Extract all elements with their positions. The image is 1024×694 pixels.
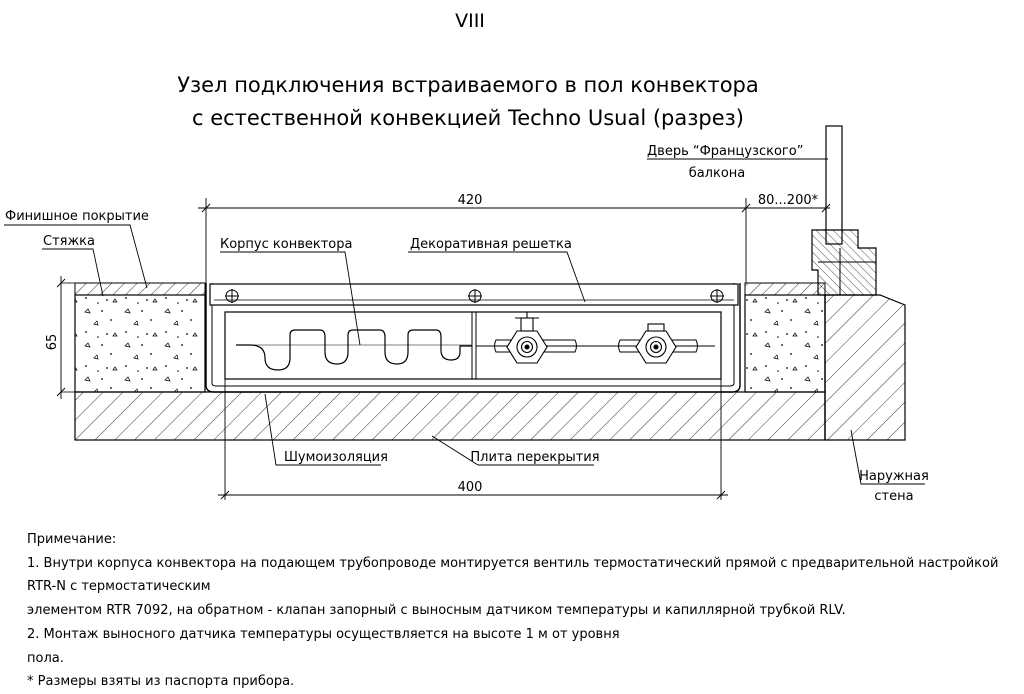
- leader-noise-insulation: [264, 393, 381, 466]
- drawing-title-line2: с естественной конвекцией Techno Usual (…: [192, 106, 744, 130]
- label-screed: Стяжка: [43, 234, 95, 249]
- leader-convector-body: [220, 251, 361, 346]
- label-outer-wall-line2: стена: [874, 489, 913, 504]
- note-1-part-2: элементом RTR 7092, на обратном - клапан…: [27, 603, 846, 619]
- label-door-line1: Дверь “Французского”: [647, 144, 803, 159]
- dimension-height-value: 65: [45, 334, 60, 351]
- outer-wall: [824, 294, 906, 441]
- dimension-bottom: [218, 379, 728, 500]
- convector-housing: [205, 283, 741, 393]
- finish-coating-left: [74, 282, 206, 296]
- dimension-top-value: 420: [458, 193, 483, 208]
- heat-exchanger: [224, 311, 722, 380]
- label-floor-slab: Плита перекрытия: [470, 450, 599, 465]
- leader-screed: [42, 248, 104, 297]
- note-2-part-2: пола.: [27, 650, 64, 666]
- leader-floor-slab: [431, 435, 594, 466]
- dimension-height: [56, 276, 66, 399]
- notes-block: Примечание: 1. Внутри корпуса конвектора…: [27, 528, 1007, 694]
- label-decorative-grille: Декоративная решетка: [410, 237, 572, 252]
- door-profile: [825, 125, 843, 245]
- label-noise-insulation: Шумоизоляция: [284, 450, 388, 465]
- label-door-line2: балкона: [689, 166, 746, 181]
- thermostatic-valve: [506, 312, 548, 364]
- note-2-part-1: 2. Монтаж выносного датчика температуры …: [27, 626, 620, 642]
- leader-grille: [408, 251, 586, 303]
- heat-exchanger-pipe: [236, 329, 472, 371]
- leader-finish-coating: [4, 224, 148, 289]
- label-convector-body: Корпус конвектора: [220, 237, 352, 252]
- note-footnote: * Размеры взяты из паспорта прибора.: [27, 674, 295, 690]
- dimension-wall-gap-value: 80...200*: [758, 193, 819, 208]
- floor-slab: [74, 391, 826, 441]
- note-1-part-1: 1. Внутри корпуса конвектора на подающем…: [27, 555, 999, 595]
- shutoff-valve: [635, 323, 677, 364]
- sheet-number: VIII: [455, 10, 485, 32]
- dimension-bottom-value: 400: [458, 480, 483, 495]
- leader-outer-wall: [850, 429, 925, 485]
- drawing-title-line1: Узел подключения встраиваемого в пол кон…: [177, 73, 759, 97]
- grille-screws: [225, 289, 724, 303]
- dimension-top: [198, 198, 831, 283]
- finish-coating-right: [744, 282, 826, 296]
- label-finish-coating: Финишное покрытие: [5, 209, 149, 224]
- screed-right: [744, 294, 826, 393]
- screed-left: [74, 294, 206, 393]
- label-outer-wall-line1: Наружная: [859, 469, 929, 484]
- notes-heading: Примечание:: [27, 532, 117, 547]
